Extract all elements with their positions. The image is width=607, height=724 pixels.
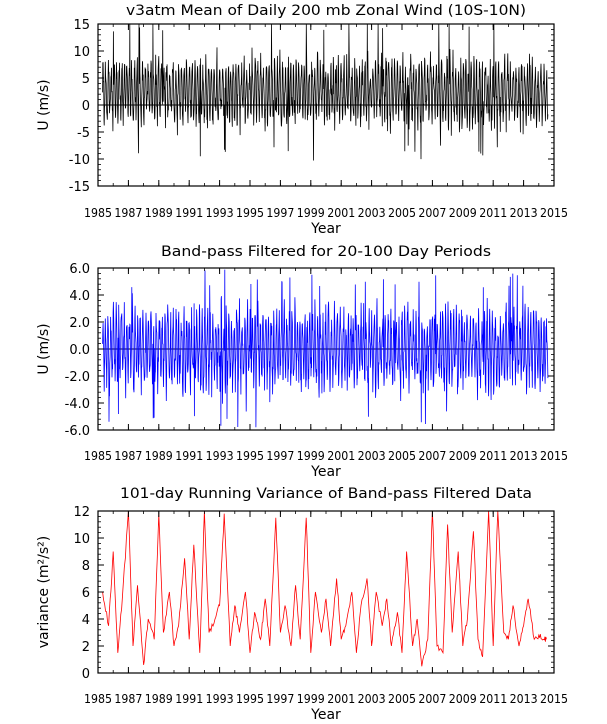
panel-1-xtick-label: 2011 [479, 205, 507, 220]
panel-3-xtick-label: 1989 [145, 691, 173, 706]
panel-2-ytick-label: -2.0 [65, 370, 90, 385]
panel-3-xtick-label: 2015 [540, 691, 568, 706]
panel-3-xtick-label: 1985 [84, 691, 112, 706]
panel-3-xtick-label: 2005 [388, 691, 416, 706]
panel-1-xtick-label: 1995 [236, 205, 264, 220]
panel-2-series-line [102, 269, 549, 428]
panel-1-xtick-label: 1989 [145, 205, 173, 220]
panel-1-xtick-label: 2007 [418, 205, 446, 220]
panel-bandpass: Band-pass Filtered for 20-100 Day Period… [36, 244, 568, 480]
panel-1-xtick-label: 1987 [114, 205, 142, 220]
panel-2-ytick-label: -6.0 [65, 424, 90, 439]
panel-3-plot: 0 2 4 6 8 10 12 1985 1987 1989 1991 1993 1995 1997 199… [73, 505, 568, 706]
panel-1-ytick-label: 15 [73, 18, 90, 33]
panel-2-xtick-label: 1985 [84, 448, 112, 463]
panel-2-ytick-label: 2.0 [69, 316, 90, 331]
panel-3-xtick-label: 1997 [266, 691, 294, 706]
panel-1-xtick-label: 1999 [297, 205, 325, 220]
panel-2-ytick-label: 0.0 [69, 343, 90, 358]
panel-3-ytick-label: 2 [82, 640, 90, 655]
panel-1-ytick-label: 0 [82, 99, 90, 114]
panel-1-ytick-label: -5 [77, 126, 90, 141]
panel-1-xtick-label: 1997 [266, 205, 294, 220]
panel-1-xlabel: Year [310, 221, 341, 237]
panel-3-series-line [102, 511, 547, 667]
panel-1-ytick-label: -15 [69, 180, 90, 195]
panel-1-title: v3atm Mean of Daily 200 mb Zonal Wind (1… [126, 3, 526, 19]
panel-2-xtick-label: 1991 [175, 448, 203, 463]
panel-1-xtick-label: 2001 [327, 205, 355, 220]
panel-3-xtick-label: 2003 [358, 691, 386, 706]
panel-2-title: Band-pass Filtered for 20-100 Day Period… [161, 244, 491, 260]
panel-3-xlabel: Year [310, 707, 341, 723]
panel-3-xtick-label: 1987 [114, 691, 142, 706]
panel-1-xtick-label: 2009 [449, 205, 477, 220]
panel-1-ytick-label: 10 [73, 45, 90, 60]
panel-2-xlabel: Year [310, 464, 341, 480]
panel-2-xtick-label: 2007 [418, 448, 446, 463]
panel-1-xtick-label: 2015 [540, 205, 568, 220]
panel-3-ylabel: variance (m²/s²) [36, 536, 52, 649]
panel-2-xtick-label: 2009 [449, 448, 477, 463]
panel-3-xtick-label: 1993 [206, 691, 234, 706]
panel-2-xtick-label: 2013 [510, 448, 538, 463]
panel-3-ytick-label: 10 [73, 532, 90, 547]
panel-2-xtick-label: 1993 [206, 448, 234, 463]
panel-1-xtick-label: 2003 [358, 205, 386, 220]
panel-2-ytick-label: -4.0 [65, 397, 90, 412]
panel-variance: 101-day Running Variance of Band-pass Fi… [36, 486, 568, 723]
panel-3-xtick-label: 1991 [175, 691, 203, 706]
panel-3-title: 101-day Running Variance of Band-pass Fi… [120, 486, 532, 502]
panel-1-ytick-label: -10 [69, 153, 90, 168]
panel-2-ylabel: U (m/s) [36, 323, 52, 374]
panel-3-xtick-label: 2001 [327, 691, 355, 706]
panel-3-ytick-label: 4 [82, 613, 90, 628]
panel-1-ylabel: U (m/s) [36, 79, 52, 130]
panel-3-xtick-label: 2011 [479, 691, 507, 706]
panel-2-ytick-label: 6.0 [69, 262, 90, 277]
panel-1-series-line [102, 24, 549, 161]
panel-3-ytick-label: 12 [73, 505, 90, 520]
panel-3-xtick-label: 2009 [449, 691, 477, 706]
panel-2-xtick-label: 1995 [236, 448, 264, 463]
panel-2-xtick-label: 2015 [540, 448, 568, 463]
panel-2-xtick-label: 2003 [358, 448, 386, 463]
panel-2-xtick-label: 2001 [327, 448, 355, 463]
panel-3-ytick-label: 8 [82, 559, 90, 574]
panel-1-xtick-label: 1991 [175, 205, 203, 220]
panel-3-xtick-label: 1995 [236, 691, 264, 706]
panel-2-plot: -6.0 -4.0 -2.0 0.0 2.0 4.0 6.0 1985 1987 1989 1991… [65, 262, 568, 463]
panel-3-ytick-label: 6 [82, 586, 90, 601]
panel-2-xtick-label: 1989 [145, 448, 173, 463]
panel-1-xtick-label: 2013 [510, 205, 538, 220]
panel-2-xtick-label: 2005 [388, 448, 416, 463]
panel-2-ytick-label: 4.0 [69, 289, 90, 304]
panel-3-xtick-label: 2013 [510, 691, 538, 706]
panel-3-xtick-label: 2007 [418, 691, 446, 706]
panel-1-xtick-label: 1985 [84, 205, 112, 220]
panel-1-xtick-label: 1993 [206, 205, 234, 220]
panel-2-xtick-label: 1999 [297, 448, 325, 463]
panel-1-ytick-label: 5 [82, 72, 90, 87]
panel-2-xtick-label: 2011 [479, 448, 507, 463]
panel-2-xtick-label: 1997 [266, 448, 294, 463]
panel-3-xtick-label: 1999 [297, 691, 325, 706]
panel-3-ytick-label: 0 [82, 667, 90, 682]
panel-1-xtick-label: 2005 [388, 205, 416, 220]
panel-wind: v3atm Mean of Daily 200 mb Zonal Wind (1… [36, 3, 568, 237]
panel-2-xtick-label: 1987 [114, 448, 142, 463]
